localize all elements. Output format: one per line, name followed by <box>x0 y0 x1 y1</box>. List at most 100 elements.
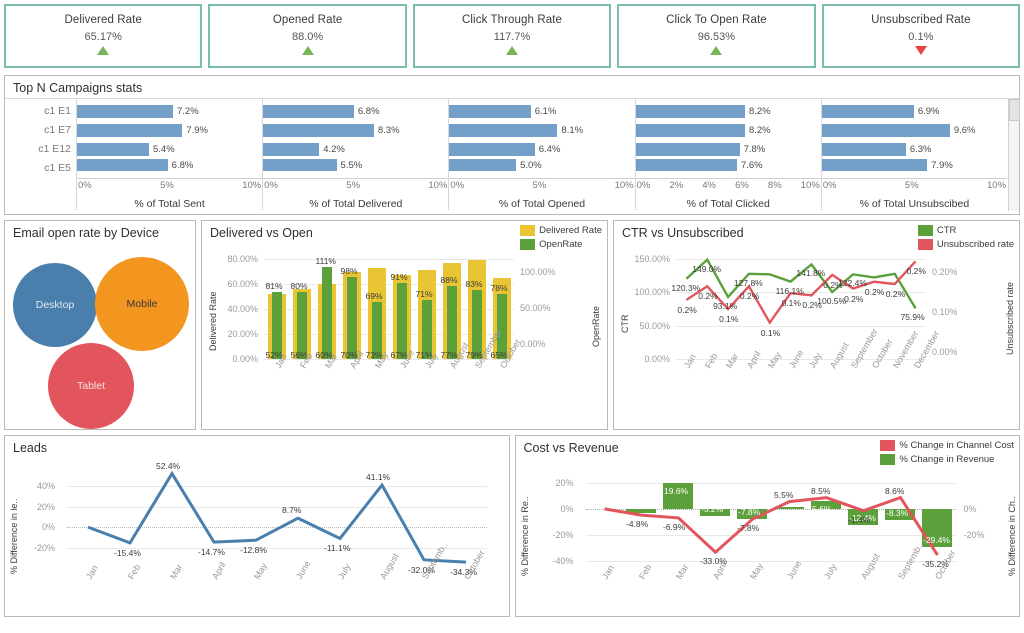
kpi-card-2[interactable]: Click Through Rate 117.7% <box>412 4 612 68</box>
y-axis-tick-left: -40% <box>552 556 574 567</box>
bar[interactable] <box>821 143 906 156</box>
revenue-bar[interactable] <box>811 501 841 509</box>
legend-item[interactable]: % Change in Revenue <box>880 454 1014 465</box>
open-rate-bar[interactable] <box>371 301 382 359</box>
scrollbar-thumb[interactable] <box>1009 99 1020 121</box>
bar[interactable] <box>449 159 517 171</box>
gridline <box>585 482 956 484</box>
bar[interactable] <box>77 159 168 171</box>
gridline <box>676 292 926 294</box>
table-row: 5.0% <box>449 159 634 171</box>
leads-value: -32.0% <box>408 564 435 575</box>
open-rate-bar[interactable] <box>421 299 432 359</box>
kpi-card-3[interactable]: Click To Open Rate 96.53% <box>617 4 816 68</box>
leads-panel: Leads % Difference in le.. 40% 20% 0% -20% -1… <box>4 435 510 617</box>
bar-value: 6.3% <box>909 144 932 155</box>
metric-column-0: 7.2% 7.9% 5.4% 6.8% 0% 5% 10% % of Total Sent <box>77 99 264 210</box>
revenue-bar[interactable] <box>663 483 693 509</box>
y-axis-tick-left: 20% <box>555 477 574 488</box>
channel-cost-value: -33.0% <box>700 556 727 567</box>
trend-up-icon <box>97 46 110 55</box>
revenue-bar[interactable] <box>626 508 656 514</box>
gridline <box>585 535 956 537</box>
revenue-bar[interactable] <box>700 508 730 516</box>
bar[interactable] <box>821 159 928 171</box>
bar[interactable] <box>821 105 914 118</box>
legend-label: Unsubscribed rate <box>936 239 1014 250</box>
legend-item[interactable]: Unsubscribed rate <box>917 239 1014 250</box>
ctr-vs-unsubscribed-plot: CTR Unsubscribed rate 150.00% 100.00% 50.00%… <box>614 247 1019 429</box>
axis-caption: % of Total Opened <box>498 198 586 210</box>
delivered-rate-value: 56% <box>290 350 308 360</box>
bar-value: 8.3% <box>377 125 400 136</box>
open-rate-bar[interactable] <box>496 294 507 359</box>
axis-tick: 4% <box>702 179 716 191</box>
bubble-mobile[interactable]: Mobile <box>95 257 189 351</box>
bar[interactable] <box>263 105 354 118</box>
open-rate-bar[interactable] <box>271 291 282 359</box>
bar[interactable] <box>635 124 745 137</box>
kpi-card-1[interactable]: Opened Rate 88.0% <box>208 4 407 68</box>
bar[interactable] <box>263 159 337 171</box>
bar[interactable] <box>77 143 149 156</box>
open-rate-bar[interactable] <box>321 266 332 359</box>
bar[interactable] <box>77 105 173 118</box>
open-rate-bar[interactable] <box>396 283 407 359</box>
open-rate-bar[interactable] <box>296 292 307 359</box>
channel-cost-value: 5.5% <box>774 489 794 500</box>
axis-tick: 8% <box>767 179 782 191</box>
cost-vs-revenue-legend: % Change in Channel Cost % Change in Reve… <box>880 440 1014 468</box>
legend-label: % Change in Channel Cost <box>899 440 1014 451</box>
revenue-bar[interactable] <box>848 508 878 526</box>
bubble-tablet[interactable]: Tablet <box>48 343 134 429</box>
kpi-title: Delivered Rate <box>64 14 142 26</box>
bar[interactable] <box>821 124 950 137</box>
bar[interactable] <box>77 124 183 137</box>
bar-value: 7.6% <box>740 159 763 171</box>
bar[interactable] <box>263 124 374 137</box>
bar[interactable] <box>263 143 320 156</box>
kpi-card-4[interactable]: Unsubscribed Rate 0.1% <box>821 4 1021 68</box>
revenue-bar[interactable] <box>885 508 915 520</box>
kpi-card-0[interactable]: Delivered Rate 65.17% <box>4 4 203 68</box>
channel-cost-value: 8.5% <box>811 485 831 496</box>
revenue-bar[interactable] <box>737 508 767 520</box>
bar[interactable] <box>635 159 737 171</box>
unsubscribed-value: 0.2% <box>844 293 864 304</box>
bar-value: 8.2% <box>748 125 771 136</box>
channel-cost-value: -35.2% <box>922 559 949 570</box>
leads-value: 41.1% <box>366 472 391 483</box>
delivered-rate-value: 79% <box>465 350 483 360</box>
ctr-vs-unsubscribed-legend: CTR Unsubscribed rate <box>917 225 1014 253</box>
bar-value: 8.2% <box>748 106 771 117</box>
bubble-desktop[interactable]: Desktop <box>13 263 97 347</box>
axis-tick: 0% <box>822 179 837 191</box>
bar-value: 6.9% <box>917 106 940 117</box>
legend-item[interactable]: CTR <box>917 225 1014 236</box>
legend-item[interactable]: % Change in Channel Cost <box>880 440 1014 451</box>
bar[interactable] <box>449 105 531 118</box>
bar[interactable] <box>635 143 740 156</box>
bar[interactable] <box>449 143 535 156</box>
bars-area: 6.9% 9.6% 6.3% 7.9% <box>821 99 1007 178</box>
top-n-row-label: c1 E12 <box>38 143 71 155</box>
delivered-rate-value: 60% <box>315 350 333 360</box>
y-axis-tick-left: 80.00% <box>227 254 258 264</box>
bar[interactable] <box>449 124 558 137</box>
channel-cost-value: -6.9% <box>663 521 686 532</box>
legend-label: % Change in Revenue <box>899 454 995 465</box>
legend-item[interactable]: OpenRate <box>520 239 602 250</box>
delivered-rate-value: 73% <box>365 350 383 360</box>
delivered-vs-open-panel: Delivered vs Open Delivered Rate OpenRate… <box>201 220 608 430</box>
open-rate-bar[interactable] <box>471 289 482 359</box>
top-n-scrollbar[interactable] <box>1008 99 1020 211</box>
bar-value: 7.9% <box>931 159 953 171</box>
revenue-bar[interactable] <box>774 507 804 509</box>
table-row: 6.1% <box>449 102 634 121</box>
axis-tick: 6% <box>735 179 749 191</box>
device-chart-title: Email open rate by Device <box>13 226 159 240</box>
legend-item[interactable]: Delivered Rate <box>520 225 602 236</box>
open-rate-bar[interactable] <box>346 277 357 359</box>
open-rate-bar[interactable] <box>446 285 457 359</box>
bar[interactable] <box>635 105 745 118</box>
